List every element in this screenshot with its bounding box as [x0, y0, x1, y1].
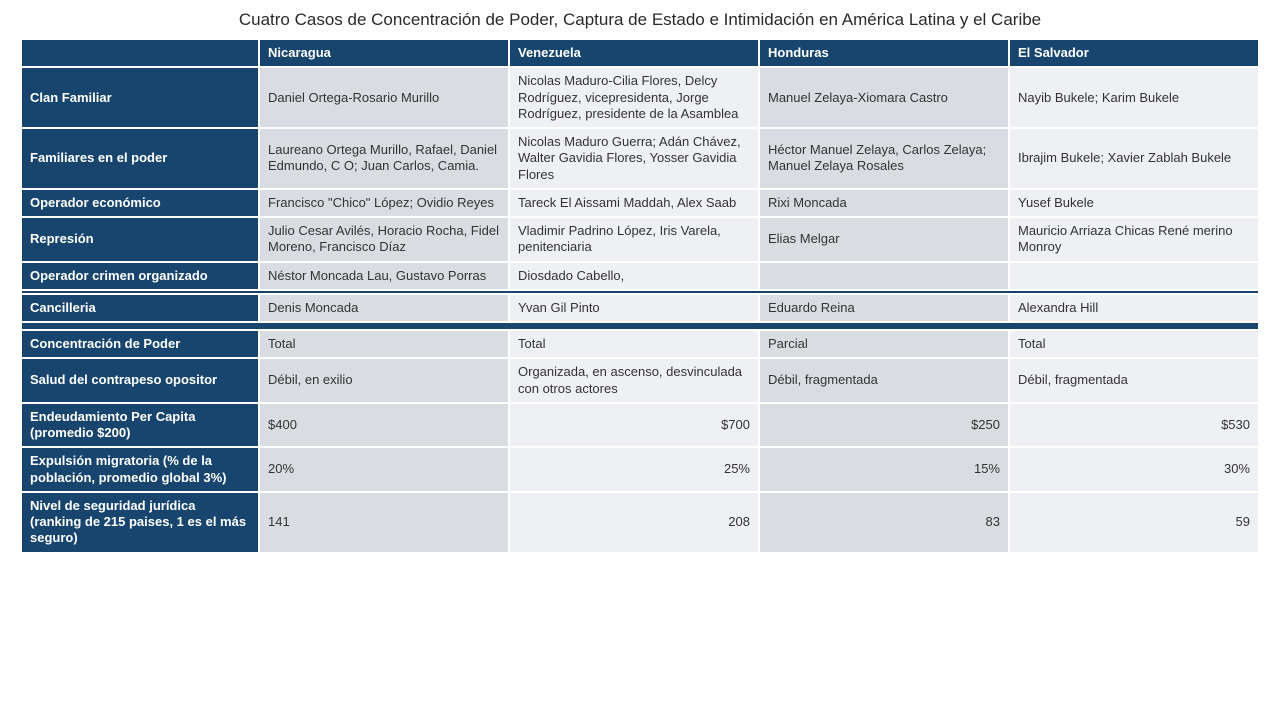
cell-conc-2: Parcial — [759, 330, 1009, 358]
row-endeudamiento: Endeudamiento Per Capita (promedio $200)… — [21, 403, 1259, 448]
cell-seg-3: 59 — [1009, 492, 1259, 553]
label-familiares: Familiares en el poder — [21, 128, 259, 189]
cell-canc-2: Eduardo Reina — [759, 294, 1009, 322]
row-expulsion: Expulsión migratoria (% de la población,… — [21, 447, 1259, 492]
cell-conc-3: Total — [1009, 330, 1259, 358]
cell-crimen-2 — [759, 262, 1009, 290]
cell-canc-1: Yvan Gil Pinto — [509, 294, 759, 322]
header-row: Nicaragua Venezuela Honduras El Salvador — [21, 39, 1259, 67]
header-country-0: Nicaragua — [259, 39, 509, 67]
header-country-2: Honduras — [759, 39, 1009, 67]
row-cancilleria: Cancilleria Denis Moncada Yvan Gil Pinto… — [21, 294, 1259, 322]
row-operador-econ: Operador económico Francisco "Chico" Lóp… — [21, 189, 1259, 217]
cell-clan-3: Nayib Bukele; Karim Bukele — [1009, 67, 1259, 128]
cell-crimen-1: Diosdado Cabello, — [509, 262, 759, 290]
cell-salud-0: Débil, en exilio — [259, 358, 509, 403]
label-endeudamiento: Endeudamiento Per Capita (promedio $200) — [21, 403, 259, 448]
cell-end-3: $530 — [1009, 403, 1259, 448]
label-concentracion: Concentración de Poder — [21, 330, 259, 358]
label-crimen: Operador crimen organizado — [21, 262, 259, 290]
cell-exp-0: 20% — [259, 447, 509, 492]
cell-canc-3: Alexandra Hill — [1009, 294, 1259, 322]
row-crimen: Operador crimen organizado Néstor Moncad… — [21, 262, 1259, 290]
cell-conc-0: Total — [259, 330, 509, 358]
row-familiares: Familiares en el poder Laureano Ortega M… — [21, 128, 1259, 189]
cell-repr-3: Mauricio Arriaza Chicas René merino Monr… — [1009, 217, 1259, 262]
cell-opecon-2: Rixi Moncada — [759, 189, 1009, 217]
cell-crimen-0: Néstor Moncada Lau, Gustavo Porras — [259, 262, 509, 290]
header-country-1: Venezuela — [509, 39, 759, 67]
header-country-3: El Salvador — [1009, 39, 1259, 67]
cell-repr-0: Julio Cesar Avilés, Horacio Rocha, Fidel… — [259, 217, 509, 262]
comparison-table: Nicaragua Venezuela Honduras El Salvador… — [20, 38, 1260, 554]
cell-clan-0: Daniel Ortega-Rosario Murillo — [259, 67, 509, 128]
cell-end-2: $250 — [759, 403, 1009, 448]
cell-familiares-3: Ibrajim Bukele; Xavier Zablah Bukele — [1009, 128, 1259, 189]
cell-familiares-0: Laureano Ortega Murillo, Rafael, Daniel … — [259, 128, 509, 189]
label-operador-econ: Operador económico — [21, 189, 259, 217]
cell-repr-1: Vladimir Padrino López, Iris Varela, pen… — [509, 217, 759, 262]
cell-repr-2: Elias Melgar — [759, 217, 1009, 262]
page-title: Cuatro Casos de Concentración de Poder, … — [20, 10, 1260, 30]
spacer-row-2 — [21, 322, 1259, 330]
header-empty — [21, 39, 259, 67]
row-seguridad: Nivel de seguridad jurídica (ranking de … — [21, 492, 1259, 553]
cell-end-0: $400 — [259, 403, 509, 448]
cell-exp-2: 15% — [759, 447, 1009, 492]
label-clan: Clan Familiar — [21, 67, 259, 128]
cell-canc-0: Denis Moncada — [259, 294, 509, 322]
cell-clan-1: Nicolas Maduro-Cilia Flores, Delcy Rodrí… — [509, 67, 759, 128]
cell-opecon-3: Yusef Bukele — [1009, 189, 1259, 217]
row-clan: Clan Familiar Daniel Ortega-Rosario Muri… — [21, 67, 1259, 128]
cell-seg-2: 83 — [759, 492, 1009, 553]
label-cancilleria: Cancilleria — [21, 294, 259, 322]
cell-crimen-3 — [1009, 262, 1259, 290]
row-represion: Represión Julio Cesar Avilés, Horacio Ro… — [21, 217, 1259, 262]
cell-salud-3: Débil, fragmentada — [1009, 358, 1259, 403]
label-represion: Represión — [21, 217, 259, 262]
cell-salud-2: Débil, fragmentada — [759, 358, 1009, 403]
cell-salud-1: Organizada, en ascenso, desvinculada con… — [509, 358, 759, 403]
cell-familiares-1: Nicolas Maduro Guerra; Adán Chávez, Walt… — [509, 128, 759, 189]
cell-conc-1: Total — [509, 330, 759, 358]
cell-opecon-0: Francisco "Chico" López; Ovidio Reyes — [259, 189, 509, 217]
cell-exp-1: 25% — [509, 447, 759, 492]
cell-seg-1: 208 — [509, 492, 759, 553]
cell-exp-3: 30% — [1009, 447, 1259, 492]
cell-seg-0: 141 — [259, 492, 509, 553]
label-expulsion: Expulsión migratoria (% de la población,… — [21, 447, 259, 492]
cell-end-1: $700 — [509, 403, 759, 448]
label-seguridad: Nivel de seguridad jurídica (ranking de … — [21, 492, 259, 553]
row-concentracion: Concentración de Poder Total Total Parci… — [21, 330, 1259, 358]
label-salud: Salud del contrapeso opositor — [21, 358, 259, 403]
cell-familiares-2: Héctor Manuel Zelaya, Carlos Zelaya; Man… — [759, 128, 1009, 189]
cell-clan-2: Manuel Zelaya-Xiomara Castro — [759, 67, 1009, 128]
cell-opecon-1: Tareck El Aissami Maddah, Alex Saab — [509, 189, 759, 217]
row-salud: Salud del contrapeso opositor Débil, en … — [21, 358, 1259, 403]
